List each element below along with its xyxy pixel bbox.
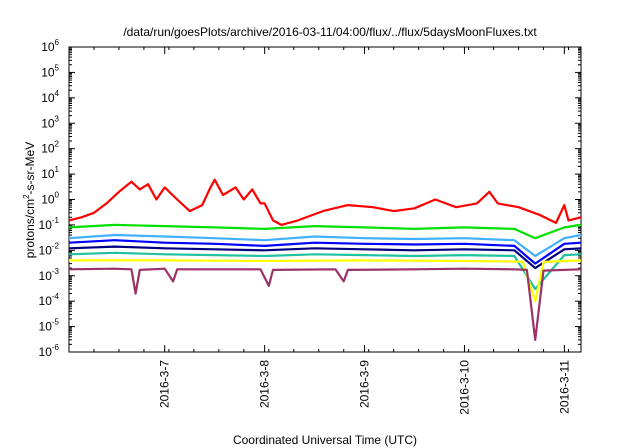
y-tick-base: 10 — [39, 345, 53, 359]
y-axis-label-prefix: protons/cm — [23, 199, 37, 258]
y-tick-label: 10-5 — [39, 318, 60, 334]
y-tick-label: 10-3 — [39, 267, 60, 283]
y-tick-exp: -6 — [52, 343, 60, 352]
y-tick-base: 10 — [41, 193, 55, 207]
y-axis-label-sup: 2 — [22, 194, 31, 199]
y-tick-exp: -3 — [52, 267, 60, 276]
y-tick-base: 10 — [39, 269, 53, 283]
series-line-6 — [68, 251, 582, 291]
y-tick-label: 101 — [41, 165, 59, 181]
series-line-2 — [68, 223, 582, 240]
y-tick-exp: -1 — [52, 216, 60, 225]
y-tick-exp: 1 — [55, 165, 60, 174]
plot-frame — [68, 46, 582, 353]
x-axis-label: Coordinated Universal Time (UTC) — [233, 433, 417, 447]
y-tick-base: 10 — [41, 91, 55, 105]
y-tick-exp: 6 — [55, 38, 60, 47]
y-tick-base: 10 — [41, 142, 55, 156]
x-tick-label: 2016-3-8 — [258, 360, 272, 408]
y-tick-exp: 4 — [55, 89, 60, 98]
y-tick-label: 10-6 — [39, 343, 60, 359]
y-tick-base: 10 — [39, 294, 53, 308]
y-tick-base: 10 — [41, 116, 55, 130]
series-line-4 — [68, 239, 582, 265]
x-tick-label: 2016-3-11 — [557, 360, 571, 414]
y-tick-label: 10-1 — [39, 216, 60, 232]
y-tick-label: 105 — [41, 63, 59, 79]
series-line-3 — [68, 233, 582, 258]
x-axis: 2016-3-7 2016-3-8 2016-3-9 2016-3-10 2016-3-… — [68, 47, 571, 415]
series-line-8 — [68, 267, 582, 341]
y-tick-label: 10-4 — [39, 292, 60, 308]
y-tick-base: 10 — [39, 243, 53, 257]
y-tick-label: 100 — [41, 191, 59, 207]
y-axis: 10-610-510-410-310-210-11001011021031041… — [39, 38, 581, 359]
y-tick-exp: 2 — [55, 140, 60, 149]
y-tick-label: 104 — [41, 89, 59, 105]
y-tick-exp: -4 — [52, 292, 60, 301]
y-tick-base: 10 — [39, 320, 53, 334]
y-tick-label: 106 — [41, 38, 59, 54]
y-axis-label-suffix: -s-sr-MeV — [23, 142, 37, 195]
y-tick-exp: 3 — [55, 114, 60, 123]
series-line-1 — [68, 178, 582, 226]
x-tick-label: 2016-3-7 — [158, 360, 172, 408]
series-line-5 — [68, 245, 582, 270]
x-tick-label: 2016-3-10 — [457, 360, 471, 415]
y-axis-label: protons/cm2-s-sr-MeV — [22, 142, 37, 258]
series-group — [68, 178, 582, 341]
y-tick-exp: 0 — [55, 191, 60, 200]
y-tick-label: 102 — [41, 140, 59, 156]
y-tick-exp: -2 — [52, 241, 60, 250]
chart-title: /data/run/goesPlots/archive/2016-03-11/0… — [123, 25, 537, 39]
y-tick-exp: -5 — [52, 318, 60, 327]
y-tick-label: 103 — [41, 114, 59, 130]
series-line-7 — [69, 259, 582, 303]
y-tick-base: 10 — [41, 40, 55, 54]
y-tick-exp: 5 — [55, 63, 60, 72]
y-tick-base: 10 — [41, 65, 55, 79]
y-tick-base: 10 — [41, 167, 55, 181]
y-tick-label: 10-2 — [39, 241, 60, 257]
y-tick-base: 10 — [39, 218, 53, 232]
x-tick-label: 2016-3-9 — [358, 360, 372, 408]
